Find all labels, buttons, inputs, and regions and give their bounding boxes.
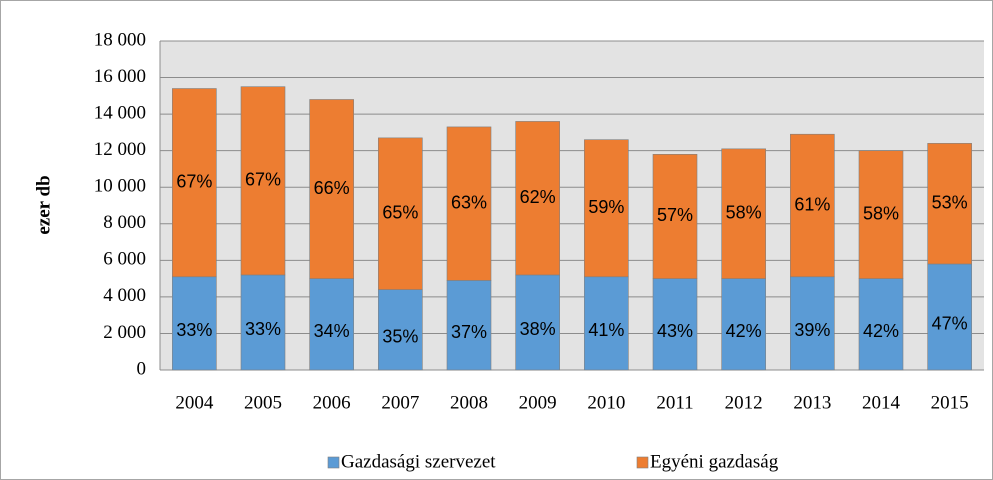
bar-segment xyxy=(927,263,972,371)
bar-segment xyxy=(721,278,766,371)
x-tick-label: 2013 xyxy=(793,392,831,413)
data-label: 67% xyxy=(176,171,212,191)
bar-segment xyxy=(584,139,629,278)
bar-segment xyxy=(652,278,698,371)
data-label: 63% xyxy=(451,192,487,212)
bar-segment xyxy=(446,280,492,371)
y-tick-label: 18 000 xyxy=(94,29,146,50)
bar-segment xyxy=(515,121,560,276)
data-label: 43% xyxy=(657,321,693,341)
data-label: 39% xyxy=(794,320,830,340)
data-label: 58% xyxy=(726,202,762,222)
bar-segment xyxy=(721,148,766,279)
data-label: 38% xyxy=(520,319,556,339)
legend-swatch xyxy=(636,456,649,469)
x-tick-label: 2004 xyxy=(175,392,214,413)
y-tick-label: 0 xyxy=(137,358,147,379)
data-label: 33% xyxy=(176,320,212,340)
bar-segment xyxy=(858,150,904,279)
bar-segment xyxy=(172,276,217,371)
y-tick-label: 14 000 xyxy=(94,102,146,123)
bar-segment xyxy=(515,274,560,371)
data-label: 61% xyxy=(794,194,830,214)
bar-segment xyxy=(584,276,629,371)
legend-swatch xyxy=(327,456,340,469)
bar-segment xyxy=(790,133,835,278)
x-tick-label: 2015 xyxy=(931,392,969,413)
bar-segment xyxy=(927,143,972,265)
data-label: 41% xyxy=(588,320,624,340)
y-tick-label: 4 000 xyxy=(103,285,146,306)
data-label: 33% xyxy=(245,319,281,339)
x-tick-label: 2006 xyxy=(313,392,351,413)
x-tick-label: 2014 xyxy=(862,392,901,413)
y-axis-label: ezer db xyxy=(33,175,54,234)
bar-segment xyxy=(446,126,492,281)
data-label: 57% xyxy=(657,205,693,225)
y-tick-label: 2 000 xyxy=(103,322,146,343)
data-label: 53% xyxy=(932,192,968,212)
bar-segment xyxy=(240,86,286,276)
data-label: 47% xyxy=(932,314,968,334)
y-tick-label: 12 000 xyxy=(94,139,146,160)
data-label: 35% xyxy=(382,327,418,347)
x-tick-label: 2007 xyxy=(381,392,419,413)
bar-segment xyxy=(790,276,835,371)
data-label: 62% xyxy=(520,187,556,207)
bar-segment xyxy=(378,289,423,371)
y-tick-label: 16 000 xyxy=(94,66,146,87)
data-label: 65% xyxy=(382,202,418,222)
x-tick-label: 2009 xyxy=(519,392,557,413)
bar-segment xyxy=(858,278,904,371)
x-tick-label: 2008 xyxy=(450,392,488,413)
data-label: 34% xyxy=(314,321,350,341)
legend-label: Gazdasági szervezet xyxy=(341,451,496,472)
data-label: 42% xyxy=(863,321,899,341)
y-tick-label: 10 000 xyxy=(94,176,146,197)
y-tick-label: 8 000 xyxy=(103,212,146,233)
bar-segment xyxy=(652,154,698,279)
bar-segment xyxy=(309,278,354,371)
data-label: 67% xyxy=(245,170,281,190)
x-tick-label: 2005 xyxy=(244,392,282,413)
data-label: 37% xyxy=(451,322,487,342)
data-label: 42% xyxy=(726,321,762,341)
data-label: 58% xyxy=(863,203,899,223)
bar-segment xyxy=(240,274,286,371)
bar-segment xyxy=(378,137,423,290)
x-tick-label: 2011 xyxy=(656,392,693,413)
legend-label: Egyéni gazdaság xyxy=(650,451,779,472)
data-label: 59% xyxy=(588,197,624,217)
data-label: 66% xyxy=(314,178,350,198)
plot-area xyxy=(160,41,984,370)
x-tick-label: 2012 xyxy=(725,392,763,413)
y-tick-label: 6 000 xyxy=(103,249,146,270)
bar-segment xyxy=(309,99,354,279)
x-tick-label: 2010 xyxy=(587,392,625,413)
bar-segment xyxy=(172,88,217,278)
